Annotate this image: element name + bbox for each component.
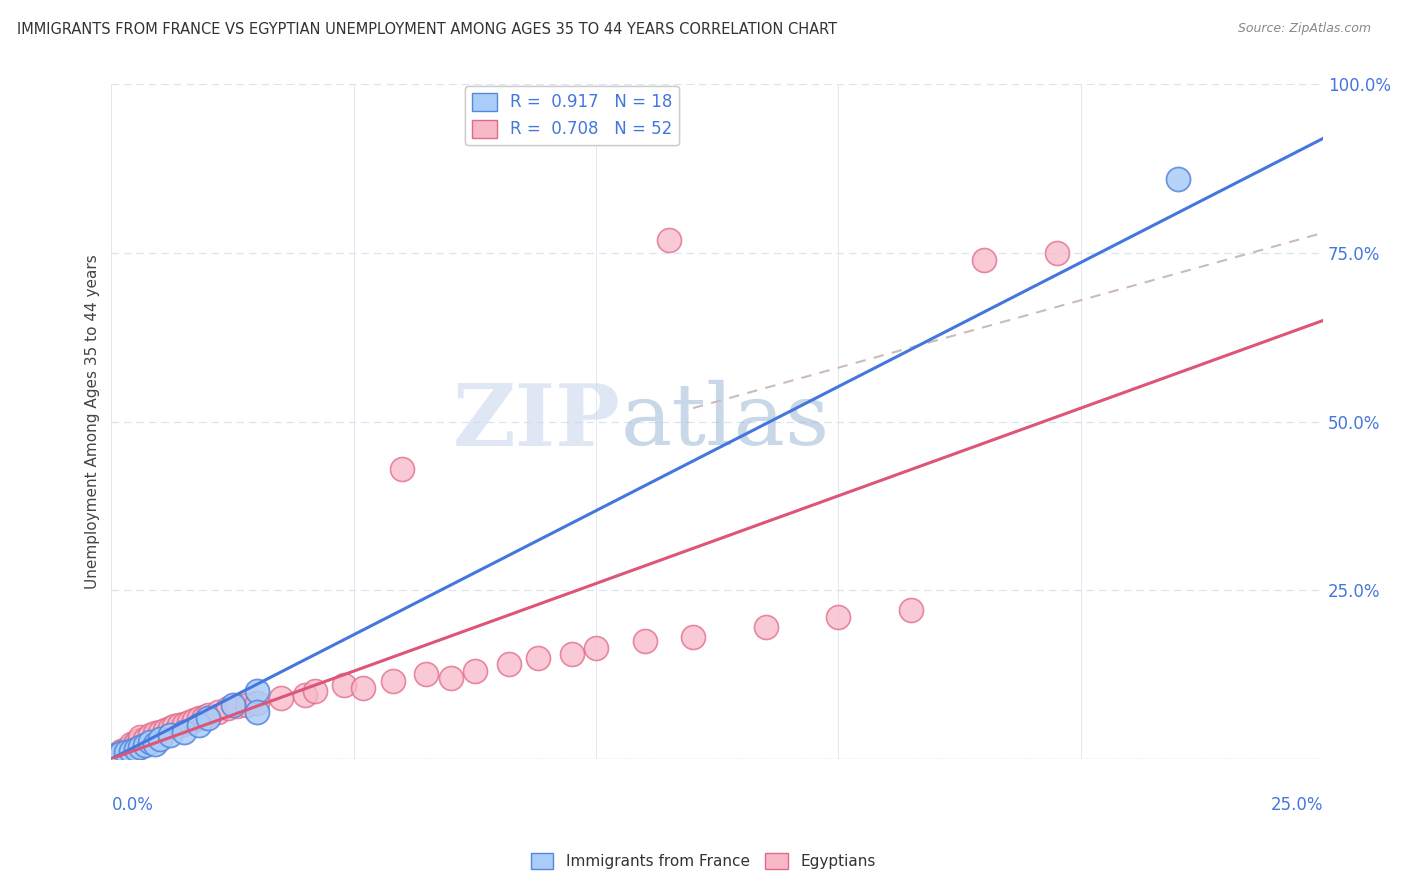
Point [124, 739, 146, 753]
Point [159, 728, 181, 742]
Point [177, 714, 200, 729]
Point [120, 739, 142, 754]
Point [139, 735, 162, 749]
Point [124, 741, 146, 756]
Point [1167, 172, 1189, 186]
Legend: R =  0.917   N = 18, R =  0.708   N = 52: R = 0.917 N = 18, R = 0.708 N = 52 [465, 86, 679, 145]
Point [246, 684, 269, 698]
Legend: Immigrants from France, Egyptians: Immigrants from France, Egyptians [524, 847, 882, 875]
Point [415, 667, 437, 681]
Point [294, 688, 316, 702]
Point [352, 681, 374, 695]
Point [105, 748, 128, 763]
Point [226, 699, 249, 714]
Point [197, 708, 219, 723]
Point [183, 713, 205, 727]
Point [1045, 246, 1067, 260]
Point [561, 647, 583, 661]
Point [464, 664, 486, 678]
Point [120, 744, 142, 758]
Text: IMMIGRANTS FROM FRANCE VS EGYPTIAN UNEMPLOYMENT AMONG AGES 35 TO 44 YEARS CORREL: IMMIGRANTS FROM FRANCE VS EGYPTIAN UNEMP… [17, 22, 837, 37]
Point [173, 716, 195, 731]
Point [129, 732, 152, 747]
Text: atlas: atlas [620, 380, 830, 463]
Point [217, 701, 239, 715]
Point [193, 710, 215, 724]
Point [527, 650, 550, 665]
Point [105, 748, 128, 763]
Point [658, 233, 681, 247]
Point [129, 730, 152, 744]
Point [129, 739, 152, 754]
Point [143, 737, 166, 751]
Point [197, 711, 219, 725]
Point [134, 739, 156, 753]
Point [124, 735, 146, 749]
Point [900, 603, 922, 617]
Point [159, 722, 181, 736]
Point [110, 744, 132, 758]
Point [173, 724, 195, 739]
Point [120, 737, 142, 751]
Point [221, 698, 243, 712]
Point [187, 711, 209, 725]
Point [682, 631, 704, 645]
Point [498, 657, 520, 672]
Point [236, 698, 259, 712]
Point [381, 674, 404, 689]
Text: 0.0%: 0.0% [111, 796, 153, 814]
Point [134, 731, 156, 746]
Point [110, 747, 132, 761]
Point [149, 724, 172, 739]
Point [246, 697, 269, 711]
Text: Source: ZipAtlas.com: Source: ZipAtlas.com [1237, 22, 1371, 36]
Point [115, 745, 138, 759]
Point [391, 462, 413, 476]
Point [115, 745, 138, 759]
Point [115, 741, 138, 756]
Point [187, 718, 209, 732]
Point [207, 705, 229, 719]
Y-axis label: Unemployment Among Ages 35 to 44 years: Unemployment Among Ages 35 to 44 years [86, 254, 100, 589]
Point [153, 723, 176, 738]
Point [110, 747, 132, 761]
Point [246, 705, 269, 719]
Text: ZIP: ZIP [453, 380, 620, 464]
Point [633, 633, 655, 648]
Point [139, 728, 162, 742]
Point [304, 684, 326, 698]
Point [270, 691, 292, 706]
Point [973, 252, 995, 267]
Point [585, 640, 607, 655]
Point [827, 610, 849, 624]
Point [440, 671, 463, 685]
Point [149, 731, 172, 746]
Text: 25.0%: 25.0% [1271, 796, 1323, 814]
Point [169, 718, 191, 732]
Point [755, 620, 778, 634]
Point [163, 719, 186, 733]
Point [333, 677, 356, 691]
Point [143, 726, 166, 740]
